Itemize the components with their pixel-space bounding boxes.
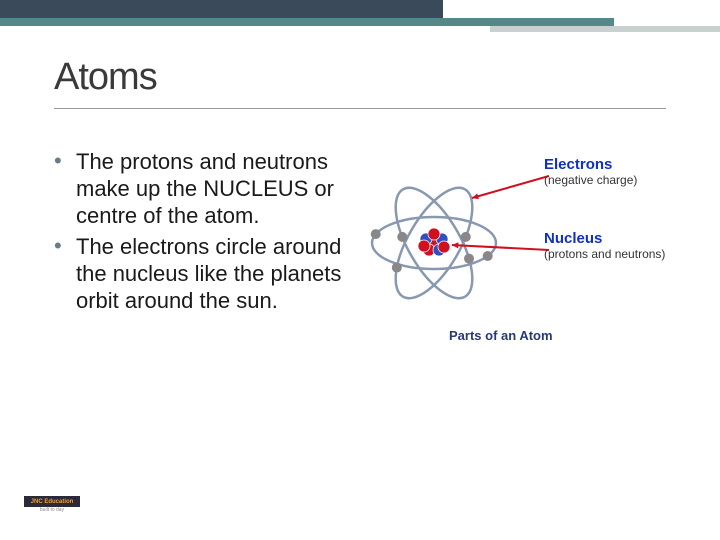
text-column: • The protons and neutrons make up the N… xyxy=(54,148,344,318)
bullet-text: The electrons circle around the nucleus … xyxy=(76,233,344,314)
nucleus-label-sub: (protons and neutrons) xyxy=(544,247,665,261)
bar-dark xyxy=(0,0,443,20)
bullet-item: • The electrons circle around the nucleu… xyxy=(54,233,344,314)
title-underline xyxy=(54,108,666,109)
diagram-column: Electrons (negative charge) Nucleus (pro… xyxy=(344,148,666,318)
bar-teal xyxy=(0,18,614,26)
electrons-label-title: Electrons xyxy=(544,156,637,173)
bullet-item: • The protons and neutrons make up the N… xyxy=(54,148,344,229)
bar-light xyxy=(490,26,720,32)
electrons-label: Electrons (negative charge) xyxy=(544,156,637,187)
top-bar xyxy=(0,0,720,38)
bullet-text: The protons and neutrons make up the NUC… xyxy=(76,148,344,229)
content-area: • The protons and neutrons make up the N… xyxy=(54,148,666,318)
nucleus-label: Nucleus (protons and neutrons) xyxy=(544,230,665,261)
electrons-label-sub: (negative charge) xyxy=(544,173,637,187)
logo: JNC Education built to day xyxy=(24,496,80,518)
bullet-dot: • xyxy=(54,148,76,229)
logo-bottom: built to day xyxy=(24,507,80,514)
slide-title: Atoms xyxy=(54,56,157,99)
bullet-dot: • xyxy=(54,233,76,314)
nucleus-label-title: Nucleus xyxy=(544,230,665,247)
diagram-caption: Parts of an Atom xyxy=(449,328,553,343)
logo-top: JNC Education xyxy=(24,496,80,507)
